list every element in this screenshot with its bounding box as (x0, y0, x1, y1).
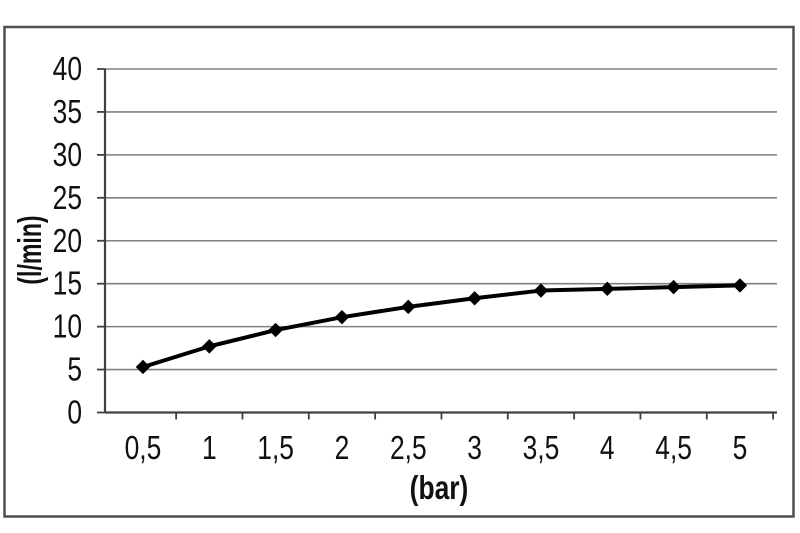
x-tick-label-group-4: 4 (600, 430, 615, 466)
x-axis-tick-labels: 0,5 1 1,5 2 2,5 3 3,5 4 4,5 5 (125, 430, 748, 466)
y-tick-label-group-35: 35 (53, 94, 82, 130)
data-point-marker-0,5 (135, 359, 151, 375)
chart-outer-frame (3, 25, 795, 518)
x-tick-label-4: 4 (600, 430, 615, 466)
y-tick-label-group-20: 20 (53, 223, 82, 259)
x-tick-label-group-1,5: 1,5 (257, 430, 294, 466)
x-tick-label-2: 2 (335, 430, 350, 466)
x-tick-label-group-1: 1 (202, 430, 217, 466)
data-point-marker-5 (732, 278, 748, 293)
data-point-marker-2 (334, 309, 350, 325)
y-tick-label-40: 40 (53, 51, 82, 87)
y-tick-label-20: 20 (53, 223, 82, 259)
y-tick-label-0: 0 (67, 395, 82, 431)
y-tick-label-25: 25 (53, 180, 82, 216)
x-tick-label-group-3: 3 (467, 430, 482, 466)
y-tick-label-group-15: 15 (53, 266, 82, 302)
x-tick-label-group-2,5: 2,5 (390, 430, 427, 466)
x-tick-label-1,5: 1,5 (257, 430, 294, 466)
series-line (140, 283, 742, 369)
y-tick-label-30: 30 (53, 137, 82, 173)
y-tick-label-group-0: 0 (67, 395, 82, 431)
data-point-marker-1,5 (268, 322, 283, 338)
y-gridlines (105, 68, 777, 371)
data-point-marker-3,5 (533, 283, 549, 298)
x-axis-title: (bar) (410, 470, 469, 506)
series-flow-rate (135, 278, 748, 375)
x-tick-label-3: 3 (467, 430, 482, 466)
data-point-marker-4,5 (666, 279, 681, 295)
y-axis-title-group: (l/min) (12, 215, 49, 284)
x-tick-label-5: 5 (733, 430, 748, 466)
y-axis-title: (l/min) (12, 215, 49, 284)
y-tick-label-35: 35 (53, 94, 82, 130)
x-tick-label-group-0,5: 0,5 (125, 430, 162, 466)
data-point-marker-2,5 (401, 299, 416, 315)
y-axis-tick-labels: 0 5 10 15 20 25 30 35 40 (53, 51, 82, 431)
data-point-marker-4 (600, 281, 615, 297)
x-tick-label-2,5: 2,5 (390, 430, 427, 466)
y-tick-label-group-25: 25 (53, 180, 82, 216)
x-tick-label-group-3,5: 3,5 (523, 430, 560, 466)
y-tick-label-group-40: 40 (53, 51, 82, 87)
x-tick-label-3,5: 3,5 (523, 430, 560, 466)
x-tick-label-4,5: 4,5 (655, 430, 692, 466)
data-point-marker-1 (202, 339, 217, 354)
y-tick-label-group-5: 5 (67, 352, 82, 388)
y-tick-label-5: 5 (67, 352, 82, 388)
x-axis-ticks (175, 412, 774, 420)
x-tick-label-1: 1 (202, 430, 217, 466)
x-tick-label-group-5: 5 (733, 430, 748, 466)
x-axis-title-group: (bar) (410, 470, 469, 506)
y-axis-ticks (97, 68, 105, 414)
x-tick-label-group-2: 2 (335, 430, 350, 466)
y-tick-label-group-10: 10 (53, 309, 82, 345)
y-tick-label-15: 15 (53, 266, 82, 302)
x-tick-label-group-4,5: 4,5 (655, 430, 692, 466)
x-tick-label-0,5: 0,5 (125, 430, 162, 466)
y-tick-label-10: 10 (53, 309, 82, 345)
data-point-marker-3 (467, 291, 482, 306)
y-tick-label-group-30: 30 (53, 137, 82, 173)
